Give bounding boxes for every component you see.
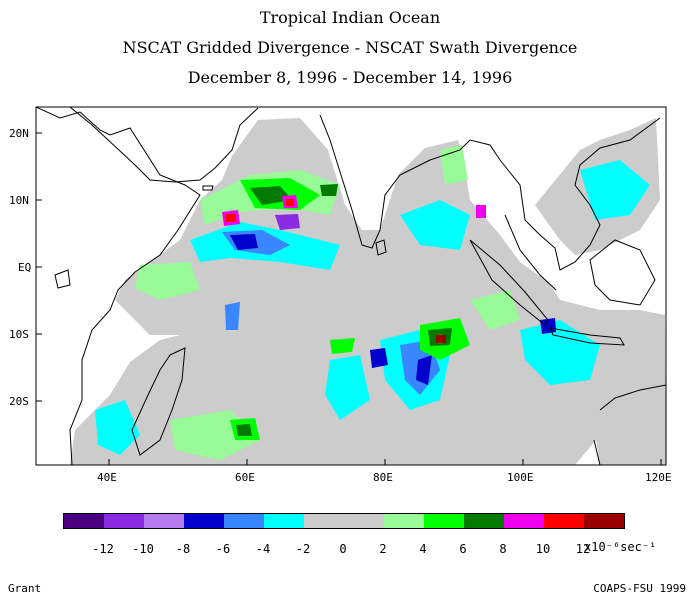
africa-coast	[36, 107, 201, 465]
lon-label-60e: 60E	[235, 471, 255, 484]
colorbar-swatch	[584, 514, 624, 528]
divergence-map: 20N 10N EQ 10S 20S 40E 60E 80E 100E 120E	[9, 106, 672, 484]
colorbar-tick-label: 10	[535, 542, 551, 556]
colorbar-tick-label: -12	[92, 542, 114, 556]
colorbar-swatch	[384, 514, 424, 528]
title-line-2: NSCAT Gridded Divergence - NSCAT Swath D…	[122, 38, 578, 57]
colorbar-swatch	[464, 514, 504, 528]
colorbar-units: x10⁻⁶sec⁻¹	[584, 540, 657, 554]
colorbar-tick-label: 8	[499, 542, 507, 556]
lat-label-20n: 20N	[9, 127, 29, 140]
java-coast	[549, 327, 625, 346]
map-frame	[35, 106, 667, 466]
indochina-coast	[499, 117, 661, 271]
colorbar-tick-label: -6	[215, 542, 231, 556]
title-line-1: Tropical Indian Ocean	[259, 8, 441, 27]
horn-island	[54, 269, 71, 289]
srilanka-coast	[375, 239, 387, 256]
lat-label-10s: 10S	[9, 328, 29, 341]
lat-label-20s: 20S	[9, 395, 29, 408]
sumatra-coast	[469, 239, 549, 326]
colorbar-tick-label: 4	[419, 542, 427, 556]
colorbar-swatch	[424, 514, 464, 528]
coastlines	[36, 107, 666, 465]
colorbar-tick-label: 6	[459, 542, 467, 556]
malay-coast	[504, 214, 557, 291]
lat-label-eq: EQ	[18, 261, 31, 274]
colorbar-swatch	[504, 514, 544, 528]
lat-ticks	[36, 132, 42, 402]
colorbar-swatch	[304, 514, 344, 528]
colorbar-tick-label: 0	[339, 542, 347, 556]
lon-label-80e: 80E	[373, 471, 393, 484]
australia-coast	[593, 384, 666, 465]
colorbar-swatch	[104, 514, 144, 528]
borneo-coast	[589, 239, 656, 306]
lon-label-120e: 120E	[645, 471, 672, 484]
colorbar-tick-label: -8	[175, 542, 191, 556]
colorbar-tick-label: -10	[132, 542, 154, 556]
colorbar-tick-label: -2	[295, 542, 311, 556]
lat-label-10n: 10N	[9, 194, 29, 207]
positive-divergence-regions	[135, 145, 520, 460]
lat-labels: 20N 10N EQ 10S 20S	[9, 127, 31, 408]
author-label: Grant	[8, 582, 42, 595]
lon-label-100e: 100E	[507, 471, 534, 484]
colorbar-swatch	[344, 514, 384, 528]
arabia-coast	[69, 107, 259, 183]
colorbar-swatch	[264, 514, 304, 528]
colorbar-tick-label: 12	[575, 542, 591, 556]
lon-ticks	[108, 459, 662, 465]
colorbar-swatch	[64, 514, 104, 528]
madagascar-coast	[131, 347, 186, 456]
socotra-coast	[202, 185, 214, 191]
colorbar-swatch	[144, 514, 184, 528]
credit-label: COAPS-FSU 1999	[593, 582, 686, 595]
lon-labels: 40E 60E 80E 100E 120E	[97, 471, 672, 484]
colorbar-swatch	[184, 514, 224, 528]
india-coast	[319, 114, 501, 249]
colorbar-swatch	[544, 514, 584, 528]
colorbar-tick-label: 2	[379, 542, 387, 556]
colorbar	[63, 513, 625, 529]
colorbar-tick-label: -4	[255, 542, 271, 556]
title-line-3: December 8, 1996 - December 14, 1996	[187, 68, 513, 87]
lon-label-40e: 40E	[97, 471, 117, 484]
colorbar-swatch	[224, 514, 264, 528]
